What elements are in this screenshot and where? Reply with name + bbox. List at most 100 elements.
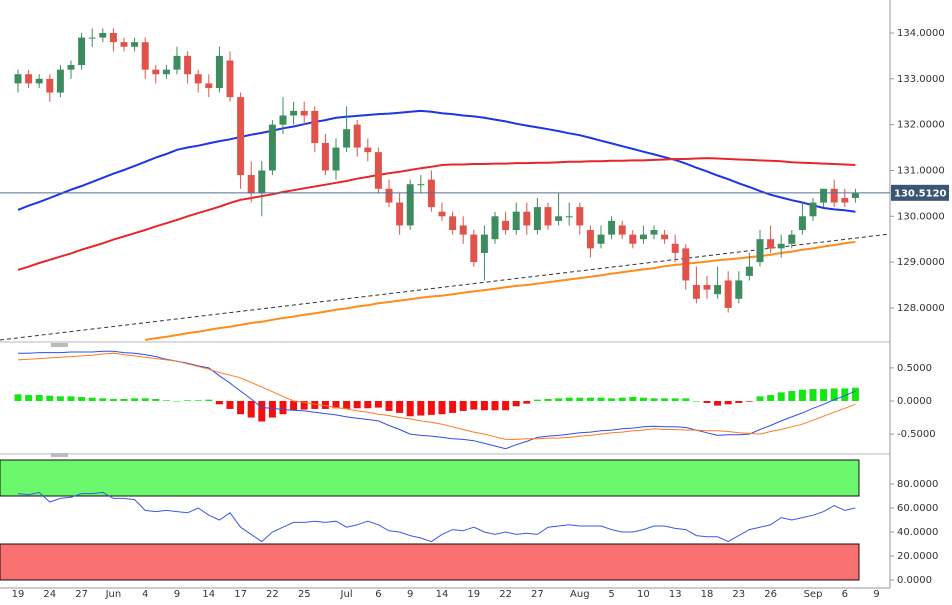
indicator-line [17, 157, 856, 271]
histogram-bar [194, 400, 202, 401]
candle-body [830, 188, 838, 203]
x-tick-label: 17 [234, 589, 247, 600]
candle-body [555, 216, 563, 221]
candle-body [586, 230, 594, 249]
candle-body [745, 266, 753, 276]
histogram-bar [427, 400, 435, 415]
histogram-bar [205, 399, 213, 401]
x-tick-label: 19 [12, 589, 25, 600]
candle-body [205, 83, 213, 88]
histogram-bar [353, 400, 361, 409]
histogram-bar [247, 400, 255, 418]
indicator-line [145, 240, 856, 341]
histogram-bar [311, 400, 319, 409]
candle-body [650, 230, 658, 235]
x-tick-label: 9 [174, 589, 180, 600]
candle-body [237, 97, 245, 176]
last-price-box [891, 184, 949, 201]
x-tick-label: Jul [340, 589, 353, 600]
candle-body [565, 216, 573, 218]
candle-body [809, 202, 817, 217]
candle-body [88, 37, 96, 39]
candle-body [300, 110, 308, 116]
histogram-bar [449, 400, 457, 413]
panel-handle[interactable] [51, 453, 68, 457]
candle-body [533, 207, 541, 231]
y-tick-label: 129.0000 [897, 257, 945, 268]
histogram-bar [162, 400, 170, 401]
candle-body [25, 74, 33, 84]
candle-body [268, 124, 276, 171]
histogram-bar [777, 392, 785, 401]
candle-body [703, 285, 711, 290]
y-tick-label: 20.0000 [897, 551, 938, 562]
candle-body [343, 129, 351, 148]
candle-body [258, 170, 266, 194]
candle-body [788, 234, 796, 244]
x-tick-label: Aug [570, 589, 590, 600]
histogram-bar [109, 399, 117, 401]
candle-body [427, 179, 435, 208]
candle-body [290, 110, 298, 116]
candle-body [332, 147, 340, 171]
candle-body [396, 202, 404, 226]
overbought-band [0, 459, 860, 497]
histogram-bar [555, 398, 563, 401]
candle-body [406, 184, 414, 226]
x-tick-label: Sep [804, 589, 823, 600]
y-tick-label: 132.0000 [897, 120, 945, 131]
candle-body [767, 239, 775, 249]
histogram-bar [618, 397, 626, 401]
x-tick-label: 13 [669, 589, 682, 600]
candle-body [798, 216, 806, 231]
histogram-bar [279, 400, 287, 415]
histogram-bar [237, 400, 245, 415]
histogram-bar [533, 399, 541, 401]
indicator-line [17, 109, 856, 213]
histogram-bar [438, 400, 446, 415]
y-tick-label: 0.0000 [897, 396, 932, 407]
x-tick-label: 6 [842, 589, 848, 600]
x-tick-label: 26 [764, 589, 777, 600]
y-tick-label: 60.0000 [897, 503, 938, 514]
y-tick-label: 133.0000 [897, 74, 945, 85]
candle-body [120, 42, 128, 47]
histogram-bar [661, 398, 669, 401]
oversold-band [0, 543, 860, 581]
candle-body [109, 32, 117, 43]
histogram-bar [396, 400, 404, 413]
histogram-bar [332, 400, 340, 409]
histogram-bar [46, 395, 54, 401]
x-tick-label: 9 [873, 589, 879, 600]
candle-body [618, 225, 626, 235]
x-tick-label: 6 [375, 589, 381, 600]
x-tick-label: 19 [467, 589, 480, 600]
panel-handle[interactable] [51, 343, 68, 347]
histogram-bar [650, 398, 658, 401]
histogram-bar [671, 398, 679, 401]
x-tick-label: 14 [436, 589, 449, 600]
histogram-bar [215, 400, 223, 405]
histogram-bar [565, 397, 573, 401]
histogram-bar [639, 397, 647, 401]
y-tick-label: 40.0000 [897, 527, 938, 538]
candle-body [417, 184, 425, 186]
candle-body [576, 207, 584, 226]
candle-body [597, 234, 605, 244]
histogram-bar [470, 400, 478, 410]
x-tick-label: 4 [142, 589, 148, 600]
histogram-bar [343, 400, 351, 409]
candle-body [682, 248, 690, 281]
x-tick-label: Jun [105, 589, 122, 600]
candle-body [46, 78, 54, 93]
candle-body [141, 42, 149, 70]
y-tick-label: 131.0000 [897, 165, 945, 176]
candle-body [661, 234, 669, 240]
candle-body [152, 69, 160, 75]
indicator-line [17, 491, 856, 543]
candle-body [247, 175, 255, 194]
histogram-bar [364, 400, 372, 409]
histogram-bar [99, 398, 107, 401]
y-tick-label: 134.0000 [897, 28, 945, 39]
histogram-bar [767, 395, 775, 401]
